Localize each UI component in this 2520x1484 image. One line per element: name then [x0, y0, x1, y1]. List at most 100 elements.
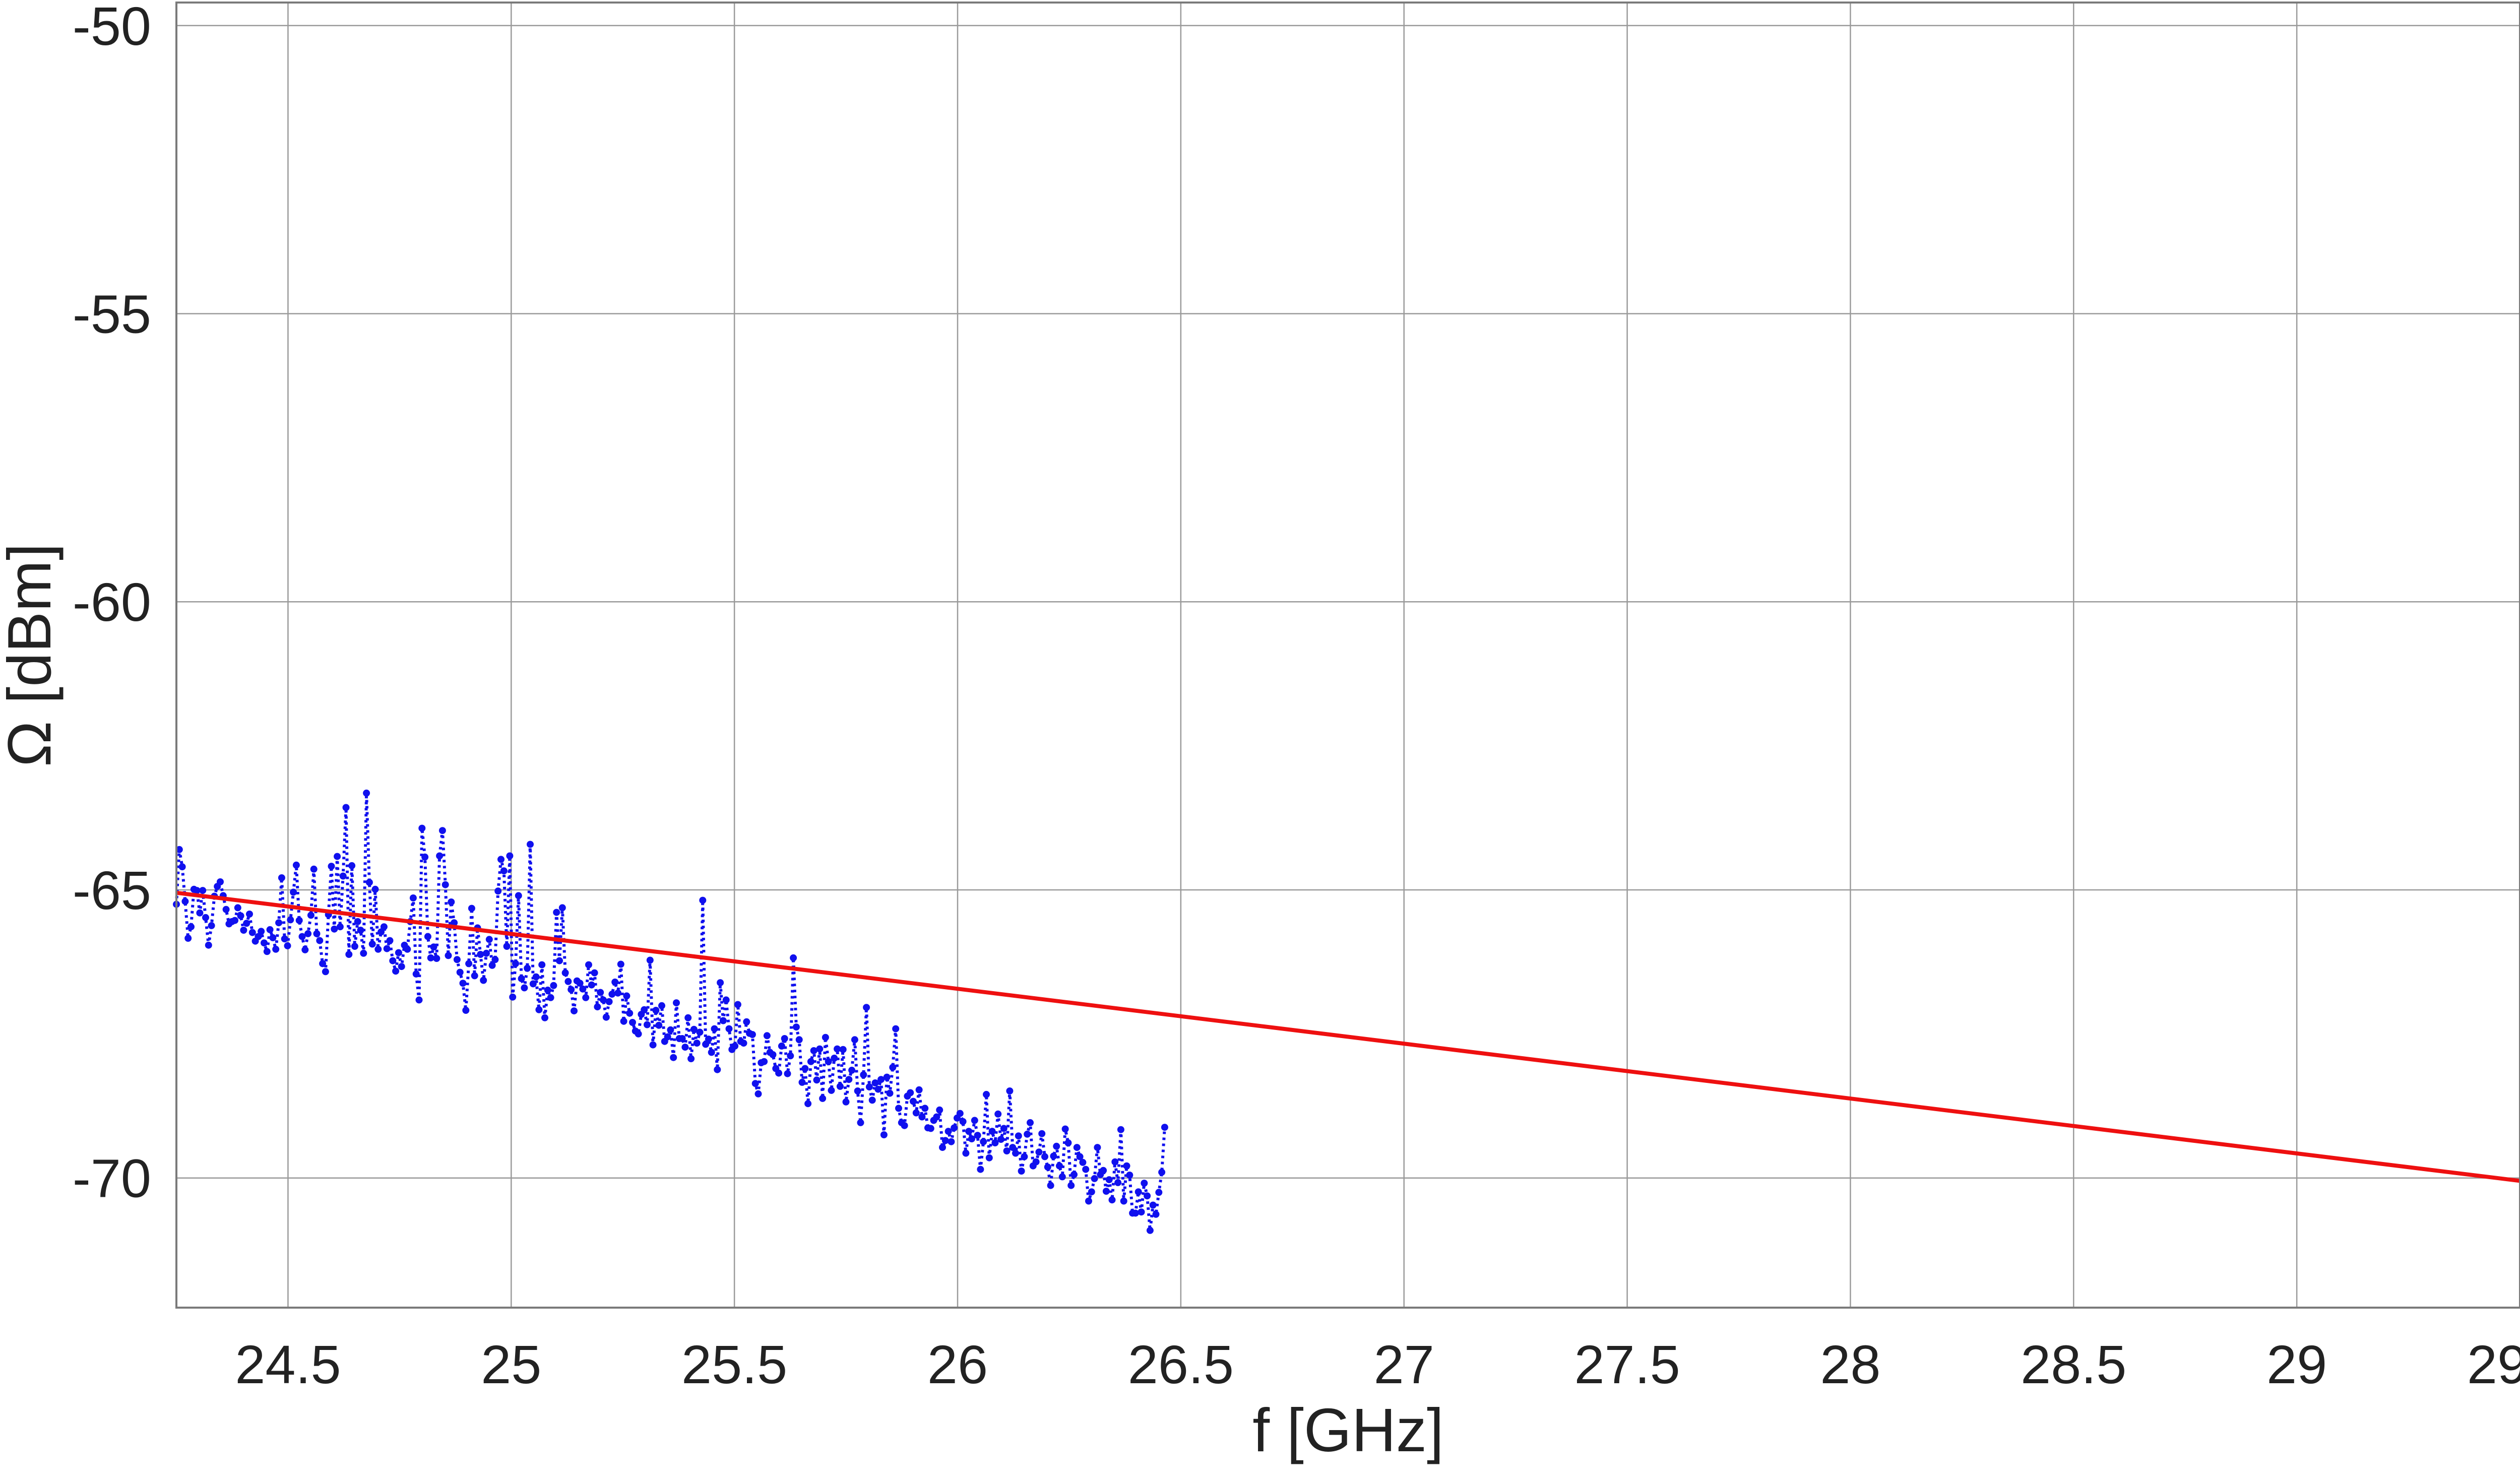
data-point	[594, 1003, 601, 1011]
data-point	[620, 1017, 627, 1025]
data-point	[585, 961, 592, 969]
data-point	[678, 1035, 686, 1042]
data-point	[714, 1066, 721, 1073]
data-point	[374, 945, 382, 953]
data-point	[901, 1122, 908, 1129]
data-point	[518, 975, 525, 983]
y-tick-label: -60	[73, 571, 151, 632]
data-point	[515, 892, 522, 899]
data-point	[813, 1076, 821, 1084]
data-point	[354, 918, 361, 925]
data-point	[763, 1032, 771, 1040]
data-point	[357, 927, 364, 934]
data-point	[415, 996, 423, 1004]
x-tick-label: 24.5	[235, 1334, 341, 1395]
data-point	[196, 909, 204, 917]
data-point	[673, 999, 680, 1007]
data-point	[558, 904, 566, 912]
data-point	[248, 929, 256, 936]
data-point	[292, 861, 300, 869]
data-point	[544, 986, 551, 994]
data-point	[731, 1042, 739, 1050]
data-point	[304, 930, 312, 937]
data-point	[237, 912, 244, 920]
data-point	[512, 960, 519, 967]
data-point	[600, 996, 607, 1004]
data-point	[365, 879, 373, 886]
data-point	[298, 933, 306, 940]
data-point	[258, 928, 265, 935]
data-point	[1073, 1144, 1081, 1151]
data-point	[494, 887, 502, 895]
data-point	[371, 885, 379, 893]
data-point	[272, 945, 280, 953]
data-point	[965, 1128, 973, 1135]
data-point	[269, 934, 277, 941]
x-axis-label: f [GHz]	[1252, 1396, 1444, 1464]
x-tick-labels: 24.5 25 25.5 26 26.5 27 27.5 28 28.5 29 29.5	[235, 1334, 2520, 1395]
data-point	[328, 863, 335, 870]
data-point	[722, 996, 730, 1004]
data-point	[626, 1009, 634, 1017]
data-point	[1111, 1158, 1119, 1166]
data-point	[462, 1007, 470, 1014]
data-point	[261, 939, 268, 947]
data-point	[775, 1069, 783, 1077]
data-point	[655, 1021, 663, 1029]
data-point	[611, 978, 619, 986]
data-point	[1146, 1227, 1154, 1234]
data-point	[368, 940, 376, 948]
data-point	[1035, 1148, 1043, 1156]
measured-series-line	[175, 791, 1166, 1232]
data-point	[778, 1042, 785, 1050]
data-point	[1061, 1125, 1069, 1133]
data-point	[991, 1139, 999, 1146]
y-tick-labels: -50 -55 -60 -65 -70	[73, 0, 151, 1209]
y-tick-label: -50	[73, 0, 151, 56]
data-point	[980, 1138, 987, 1145]
data-point	[1018, 1168, 1025, 1175]
data-point	[480, 977, 487, 984]
data-point	[564, 978, 572, 985]
data-point	[266, 926, 274, 933]
data-point	[1044, 1164, 1051, 1171]
data-point	[380, 923, 388, 931]
data-point	[193, 887, 201, 894]
data-point	[465, 960, 473, 967]
data-point	[1149, 1201, 1157, 1209]
data-point	[336, 923, 344, 931]
data-point	[334, 853, 341, 860]
data-point	[784, 1070, 791, 1077]
data-point	[889, 1064, 897, 1071]
data-point	[571, 1007, 578, 1015]
data-point	[568, 986, 575, 993]
data-point	[1117, 1126, 1124, 1133]
data-point	[845, 1076, 853, 1083]
data-point	[222, 906, 230, 913]
data-point	[839, 1046, 847, 1053]
data-point	[363, 789, 370, 797]
data-point	[579, 985, 587, 993]
data-point	[468, 905, 475, 912]
data-point	[1085, 1197, 1092, 1205]
data-point	[307, 912, 314, 919]
data-point	[175, 846, 183, 853]
data-point	[681, 1044, 689, 1051]
data-point	[284, 942, 291, 949]
data-point	[1056, 1162, 1063, 1170]
x-tick-label: 25.5	[681, 1334, 787, 1395]
data-point	[944, 1128, 952, 1135]
data-point	[977, 1166, 984, 1173]
data-point	[1050, 1152, 1057, 1160]
data-point	[1141, 1180, 1148, 1187]
data-point	[985, 1154, 993, 1162]
data-point	[962, 1149, 970, 1157]
data-point	[1070, 1171, 1078, 1178]
data-point	[664, 1033, 671, 1041]
data-point	[199, 887, 207, 894]
x-tick-label: 27.5	[1574, 1334, 1680, 1395]
data-point	[246, 911, 253, 918]
data-point	[880, 1131, 888, 1138]
data-point	[178, 863, 186, 871]
data-point	[641, 1006, 648, 1013]
